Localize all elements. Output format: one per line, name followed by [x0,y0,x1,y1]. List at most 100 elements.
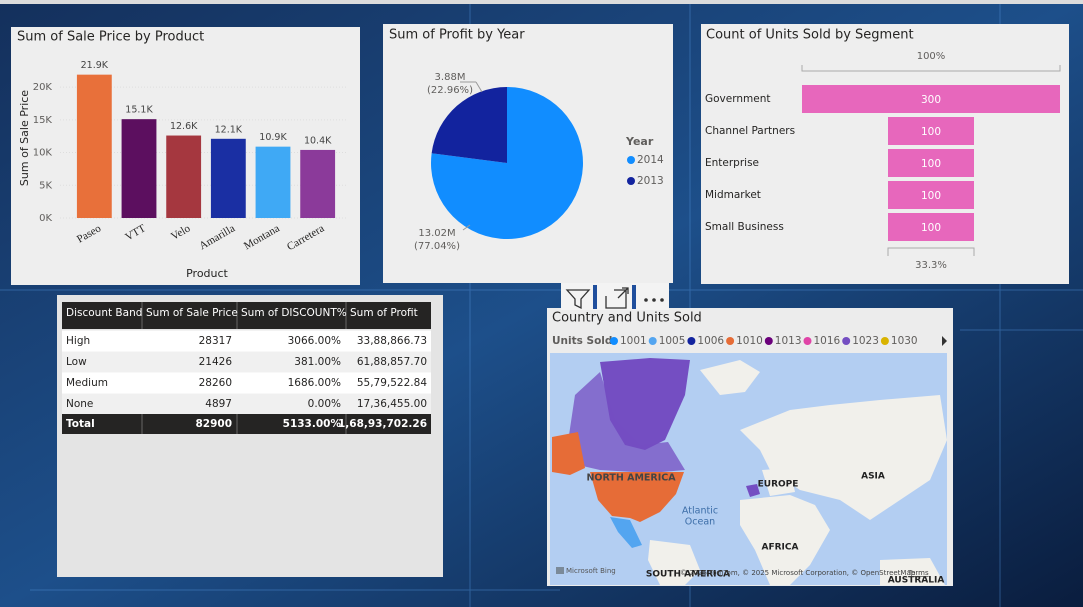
table-row-bg [62,393,431,415]
bracket [801,65,1061,72]
legend-label: 1030 [891,335,918,347]
leader-line [462,224,471,231]
table-cell: 0.00% [308,398,341,410]
map-label: EUROPE [758,480,799,490]
data-label: 100 [921,190,941,202]
table-cell: 381.00% [294,356,341,368]
data-label: (77.04%) [414,241,460,252]
region [746,484,760,497]
table-cell: 17,36,455.00 [357,398,427,410]
bar [255,146,291,218]
category-label: Enterprise [705,157,759,169]
legend-marker [764,337,773,345]
y-tick-label: 10K [33,148,53,159]
map-label: SOUTH AMERICA [646,570,730,580]
region [600,358,690,450]
legend-marker [627,156,635,164]
data-label: 100 [921,158,941,170]
data-label: 300 [921,94,941,106]
category-label: Government [705,93,770,105]
data-label: (22.96%) [427,85,473,96]
percent-label: 100% [917,51,946,62]
legend-label: 2013 [637,175,664,187]
map-terms[interactable]: Terms [907,569,929,577]
map-label: AUSTRALIA [888,576,945,586]
data-label: 12.6K [170,121,198,132]
column-header: Sum of DISCOUNT% [241,307,347,319]
legend-label: 1016 [814,335,841,347]
region [590,472,684,522]
separator [632,285,636,309]
legend-label: 1013 [775,335,802,347]
legend-marker [880,337,889,345]
data-label: 21.9K [81,60,109,71]
map [550,353,947,585]
header-bg [561,283,669,310]
legend-marker [687,337,696,345]
map-label: Atlantic [682,506,718,517]
funnel-bar [888,117,974,145]
table-cell: 21426 [199,356,233,368]
region [610,517,642,548]
data-label: 13.02M [418,228,455,239]
bracket [887,247,975,256]
funnel-bar [888,213,974,241]
region [552,432,585,475]
legend-label: 1001 [620,335,647,347]
legend-marker [610,337,618,345]
legend-marker [842,337,851,345]
map-label: Ocean [685,517,715,528]
map-provider: Microsoft Bing [566,567,616,575]
focus-icon[interactable] [605,287,629,309]
legend-title: Year [625,135,654,148]
column-header: Sum of Sale Price [146,307,238,319]
map-label: ASIA [861,472,885,482]
legend-label: 1010 [736,335,763,347]
legend-marker [803,337,812,345]
legend-label: 1005 [659,335,686,347]
chart-title: Sum of Profit by Year [389,28,525,43]
category-label: Channel Partners [705,125,795,137]
leader-line [475,81,483,93]
table-cell: Low [66,356,87,368]
legend-marker [627,177,635,185]
data-label: 15.1K [125,105,153,116]
table-cell: 61,88,857.70 [357,356,427,368]
table-cell: 33,88,866.73 [357,335,427,347]
y-axis-title: Sum of Sale Price [18,90,31,186]
legend-label: 1023 [852,335,879,347]
bar [121,119,157,218]
x-axis-title: Product [186,267,228,280]
table-row-bg [62,330,431,352]
bar [76,74,112,219]
data-label: 12.1K [215,124,243,135]
y-tick-label: 0K [39,213,52,224]
y-tick-label: 5K [39,180,52,191]
table-header-bg [62,302,431,329]
table-cell: 3066.00% [288,335,341,347]
percent-label: 33.3% [915,260,947,271]
table-cell: 28317 [199,335,232,347]
more-icon[interactable] [644,298,664,302]
visual-header [561,283,669,310]
funnel-bar [888,181,974,209]
table-row-bg [62,351,431,373]
table-cell: Medium [66,377,108,389]
pie-slice [431,87,507,163]
column-header: Discount Band [66,307,142,319]
filter-icon[interactable] [565,289,591,310]
legend-title: Units Sold [552,335,612,347]
funnel-bar [802,85,1060,113]
data-label: 10.4K [304,135,332,146]
bar [300,149,336,218]
legend-marker [726,337,735,345]
table-cell: 82900 [195,418,232,430]
bar [166,135,202,218]
table-cell: 5133.00% [283,418,342,430]
legend-next[interactable] [942,336,947,346]
table-cell: 4897 [205,398,232,410]
map-label: NORTH AMERICA [586,473,676,484]
land [648,360,947,585]
